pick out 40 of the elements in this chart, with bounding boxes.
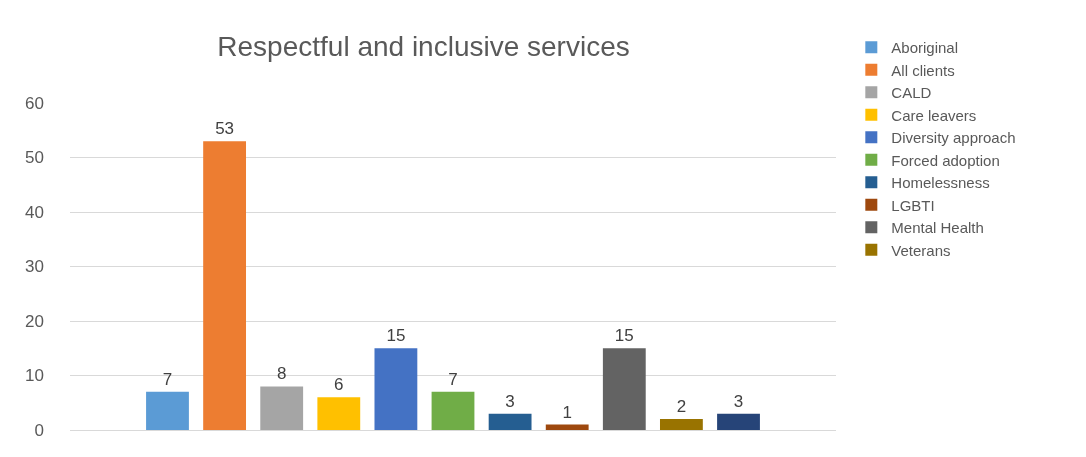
legend-label: Homelessness <box>891 174 990 192</box>
data-label: 15 <box>386 326 406 346</box>
bar <box>659 419 703 430</box>
data-label: 15 <box>614 326 634 346</box>
legend-label: LGBTI <box>891 196 935 214</box>
bar <box>602 348 646 430</box>
y-tick-label: 50 <box>25 148 44 168</box>
bar <box>431 391 475 430</box>
bar <box>488 413 532 430</box>
data-label: 7 <box>162 369 173 389</box>
bar <box>374 348 418 430</box>
data-label: 3 <box>733 391 744 411</box>
bar <box>203 141 247 430</box>
y-tick-label: 30 <box>25 257 44 277</box>
bar <box>717 413 760 430</box>
legend-label: Mental Health <box>891 219 984 237</box>
data-label: 3 <box>505 391 515 411</box>
data-label: 6 <box>334 375 344 395</box>
y-tick-label: 40 <box>25 202 44 222</box>
legend-label: Veterans <box>891 241 951 259</box>
legend-label: All clients <box>891 61 955 79</box>
y-tick-label: 60 <box>25 93 44 113</box>
legend-label: Care leavers <box>891 106 977 124</box>
data-label: 53 <box>215 119 235 139</box>
data-label: 1 <box>562 402 572 422</box>
data-label: 2 <box>676 397 687 417</box>
chart-title: Respectful and inclusive services <box>217 30 630 62</box>
legend-label: Forced adoption <box>891 151 1000 169</box>
data-label: 7 <box>448 369 458 389</box>
legend-label: Diversity approach <box>891 129 1016 147</box>
y-tick-label: 10 <box>25 366 44 386</box>
y-tick-label: 20 <box>25 311 44 331</box>
legend-label: Aboriginal <box>891 39 959 57</box>
bar <box>545 424 589 430</box>
bar <box>317 397 361 430</box>
data-label: 8 <box>276 364 287 384</box>
bar <box>146 391 189 430</box>
bar <box>260 386 304 430</box>
legend-label: CALD <box>891 84 932 102</box>
y-tick-label: 0 <box>34 420 44 440</box>
